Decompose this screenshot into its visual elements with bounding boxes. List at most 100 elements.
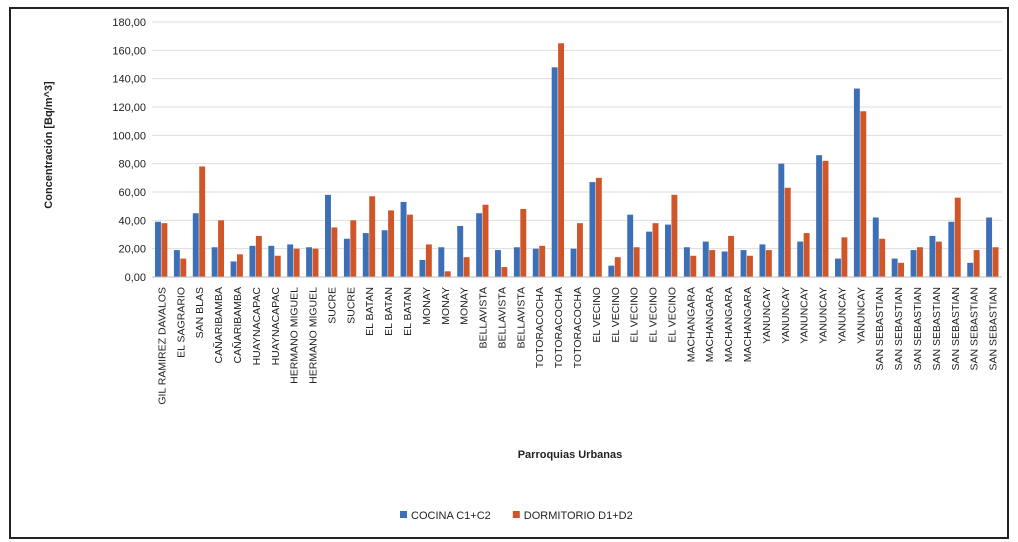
bar xyxy=(759,244,766,277)
y-tick-label: 140,00 xyxy=(112,74,146,86)
bar xyxy=(835,258,841,277)
y-tick-label: 0,00 xyxy=(125,272,146,284)
x-tick-label: MACHANGARA xyxy=(704,287,716,362)
bar xyxy=(992,247,999,277)
bar xyxy=(570,248,577,277)
x-tick-label: YANUNCAY xyxy=(855,287,867,344)
bar xyxy=(287,244,294,277)
x-tick-label: SAN BLAS xyxy=(194,287,206,338)
bar xyxy=(595,177,602,277)
x-tick-label: BELLAVISTA xyxy=(478,287,490,348)
bar xyxy=(721,251,728,277)
x-tick-label: SAN SEBASTIAN xyxy=(988,287,1000,370)
x-tick-label: EL VECINO xyxy=(610,287,622,343)
x-tick-label: YANUNCAY xyxy=(799,287,811,344)
bar xyxy=(161,223,168,277)
x-tick-label: TOTORACOCHA xyxy=(572,287,584,368)
bar xyxy=(627,214,634,277)
x-tick-label: GIL RAMIREZ DAVALOS xyxy=(156,287,168,405)
bar xyxy=(589,182,596,277)
bar xyxy=(784,187,791,277)
bar xyxy=(652,223,659,277)
bar xyxy=(690,255,697,277)
bar xyxy=(407,214,413,277)
x-axis-label: Parroquias Urbanas xyxy=(518,449,623,461)
bar xyxy=(646,231,653,277)
bar xyxy=(935,241,942,277)
bar xyxy=(671,194,678,277)
x-tick-label: CAÑARIBAMBA xyxy=(212,287,225,363)
bar xyxy=(532,248,539,277)
x-tick-label: SAN SEBASTIAN xyxy=(893,287,905,370)
bar xyxy=(343,238,350,277)
x-tick-label: YANUNCAY xyxy=(761,287,773,344)
bar xyxy=(237,254,243,277)
x-tick-label: MACHANGARA xyxy=(742,287,754,362)
bar xyxy=(463,257,470,277)
bar xyxy=(325,194,331,277)
bar xyxy=(747,255,753,277)
bar xyxy=(778,163,785,277)
bar xyxy=(482,204,489,277)
bar xyxy=(614,257,621,277)
bar xyxy=(967,262,974,277)
x-tick-label: EL VECINO xyxy=(629,287,641,343)
bar xyxy=(438,247,445,277)
bar xyxy=(740,250,747,277)
bar xyxy=(879,238,886,277)
bar xyxy=(803,233,810,277)
bar xyxy=(173,250,180,277)
bar xyxy=(444,271,451,277)
x-tick-label: EL VECINO xyxy=(591,287,603,343)
x-tick-label: MONAY xyxy=(440,287,452,325)
y-tick-label: 160,00 xyxy=(112,45,146,57)
x-tick-label: SUCRE xyxy=(326,287,338,324)
x-tick-label: YANUNCAY xyxy=(836,287,848,344)
bar xyxy=(948,221,955,277)
bar xyxy=(513,247,520,277)
bar xyxy=(211,247,218,277)
x-tick-label: TOTORACOCHA xyxy=(534,287,546,368)
bar xyxy=(230,261,237,277)
bar xyxy=(381,230,388,277)
bar xyxy=(665,224,671,277)
x-tick-label: EL SAGRARIO xyxy=(175,287,187,358)
x-tick-label: HERMANO MIGUEL xyxy=(289,287,301,384)
bar xyxy=(608,265,615,277)
bar xyxy=(929,235,936,277)
y-tick-label: 40,00 xyxy=(118,215,146,227)
x-tick-label: HUAYNACAPAC xyxy=(270,287,282,366)
bar xyxy=(350,220,357,277)
x-tick-label: YANUNCAY xyxy=(780,287,792,344)
x-tick-label: MACHANGARA xyxy=(723,287,735,362)
x-tick-label: MACHANGARA xyxy=(685,287,697,362)
bar xyxy=(577,223,583,277)
x-tick-label: MONAY xyxy=(421,287,433,325)
bar xyxy=(293,248,300,277)
bar xyxy=(986,217,993,277)
y-tick-label: 180,00 xyxy=(112,17,146,29)
bar xyxy=(400,201,407,277)
bar xyxy=(369,196,376,277)
x-tick-label: EL BATAN xyxy=(383,287,395,336)
bar xyxy=(520,209,527,277)
bar xyxy=(457,226,464,277)
y-axis-label: Concentración [Bq/m^3] xyxy=(43,81,55,209)
bar xyxy=(255,235,262,277)
y-tick-label: 120,00 xyxy=(112,102,146,114)
x-tick-label: CAÑARIBAMBA xyxy=(231,287,244,363)
x-tick-label: EL VECINO xyxy=(648,287,660,343)
bar xyxy=(501,267,508,277)
bar xyxy=(954,197,961,277)
y-tick-label: 100,00 xyxy=(112,130,146,142)
y-tick-label: 20,00 xyxy=(118,244,146,256)
x-tick-label: BELLAVISTA xyxy=(515,287,527,348)
bar xyxy=(917,247,923,277)
bar xyxy=(388,210,395,277)
x-tick-label: EL VECINO xyxy=(666,287,678,343)
bar xyxy=(765,250,772,277)
bar xyxy=(362,233,369,277)
x-tick-label: EL BATAN xyxy=(364,287,376,336)
bar xyxy=(822,160,829,277)
